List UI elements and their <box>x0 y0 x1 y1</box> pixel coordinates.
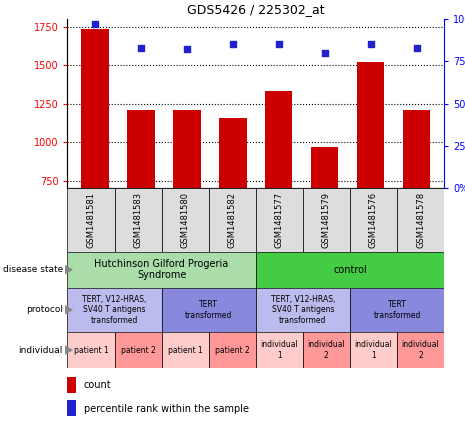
Point <box>137 44 145 51</box>
Bar <box>173 110 200 296</box>
Text: TERT
transformed: TERT transformed <box>185 300 232 319</box>
Bar <box>303 188 350 252</box>
Bar <box>161 188 209 252</box>
Bar <box>350 188 397 252</box>
Text: patient 2: patient 2 <box>215 346 250 354</box>
Text: patient 1: patient 1 <box>168 346 202 354</box>
Text: individual
2: individual 2 <box>402 341 439 360</box>
Bar <box>67 332 114 368</box>
Text: individual
1: individual 1 <box>260 341 298 360</box>
Bar <box>397 332 444 368</box>
Text: TERT
transformed: TERT transformed <box>373 300 421 319</box>
Bar <box>127 110 155 296</box>
Text: GSM1481578: GSM1481578 <box>416 192 425 248</box>
Text: disease state: disease state <box>2 265 63 274</box>
Point <box>229 41 237 48</box>
Text: GSM1481581: GSM1481581 <box>86 192 95 248</box>
Point <box>321 49 328 56</box>
Bar <box>357 62 385 296</box>
Polygon shape <box>65 345 73 355</box>
Text: GSM1481582: GSM1481582 <box>228 192 237 248</box>
Bar <box>256 252 444 288</box>
Bar <box>350 332 397 368</box>
Text: individual
2: individual 2 <box>307 341 345 360</box>
Text: patient 2: patient 2 <box>121 346 155 354</box>
Text: individual
1: individual 1 <box>355 341 392 360</box>
Text: GSM1481580: GSM1481580 <box>180 192 190 248</box>
Bar <box>67 377 76 393</box>
Bar <box>161 288 256 332</box>
Text: GSM1481576: GSM1481576 <box>369 192 378 248</box>
Text: control: control <box>333 265 367 275</box>
Polygon shape <box>65 265 73 275</box>
Text: TERT, V12-HRAS,
SV40 T antigens
transformed: TERT, V12-HRAS, SV40 T antigens transfor… <box>271 295 335 325</box>
Bar <box>303 332 350 368</box>
Text: patient 1: patient 1 <box>73 346 108 354</box>
Point <box>275 41 282 48</box>
Bar <box>350 288 444 332</box>
Bar <box>161 332 209 368</box>
Text: percentile rank within the sample: percentile rank within the sample <box>84 404 249 414</box>
Bar <box>265 91 292 296</box>
Bar <box>67 288 161 332</box>
Text: protocol: protocol <box>26 305 63 314</box>
Bar <box>209 188 256 252</box>
Text: GSM1481583: GSM1481583 <box>133 192 143 248</box>
Bar <box>114 188 161 252</box>
Point <box>413 44 420 51</box>
Text: GSM1481577: GSM1481577 <box>275 192 284 248</box>
Text: individual: individual <box>19 346 63 354</box>
Bar <box>311 147 339 296</box>
Bar <box>67 252 256 288</box>
Bar <box>67 400 76 416</box>
Bar <box>81 29 109 296</box>
Text: count: count <box>84 380 112 390</box>
Point <box>183 46 191 53</box>
Bar <box>256 288 350 332</box>
Text: Hutchinson Gilford Progeria
Syndrome: Hutchinson Gilford Progeria Syndrome <box>94 259 229 280</box>
Polygon shape <box>65 305 73 315</box>
Bar <box>256 188 303 252</box>
Text: TERT, V12-HRAS,
SV40 T antigens
transformed: TERT, V12-HRAS, SV40 T antigens transfor… <box>82 295 146 325</box>
Point <box>91 21 99 27</box>
Bar <box>209 332 256 368</box>
Title: GDS5426 / 225302_at: GDS5426 / 225302_at <box>187 3 325 16</box>
Bar <box>67 188 114 252</box>
Text: GSM1481579: GSM1481579 <box>322 192 331 248</box>
Bar <box>397 188 444 252</box>
Bar <box>403 110 430 296</box>
Bar <box>256 332 303 368</box>
Bar <box>219 118 246 296</box>
Point <box>367 41 374 48</box>
Bar <box>114 332 161 368</box>
